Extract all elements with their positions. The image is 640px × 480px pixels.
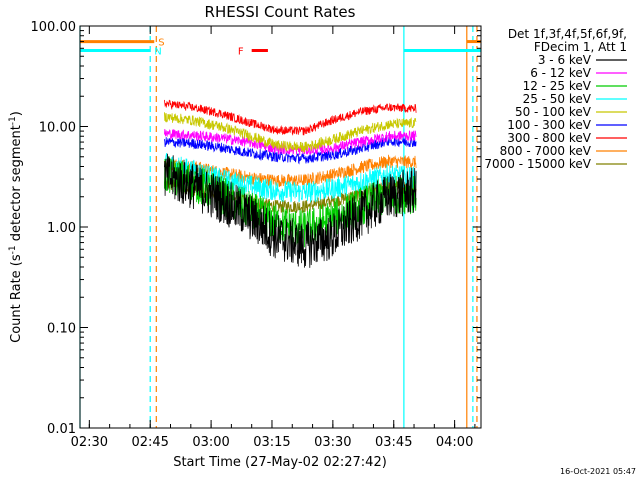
legend-header-line-1: Det 1f,3f,4f,5f,6f,9f, [508,27,627,41]
y-axis-label-exponent-2: -1 [8,116,18,125]
x-axis: 02:30 02:45 03:00 03:15 03:30 03:45 04:00 [71,26,476,450]
x-tick-label-4: 03:30 [314,435,351,450]
series-line-6 [164,99,417,136]
legend-label-2: 12 - 25 keV [523,79,592,93]
legend-label-6: 300 - 800 keV [507,131,591,145]
y-tick-label-1: 0.10 [47,322,76,337]
flag-label-S: S [158,38,164,49]
series-line-0 [164,153,417,268]
flag-bar-layer: SN F [80,38,481,58]
legend-label-0: 3 - 6 keV [538,53,592,67]
y-tick-label-0: 0.01 [47,422,76,437]
y-tick-label-3: 10.00 [39,121,76,136]
x-tick-label-3: 03:15 [253,435,290,450]
y-axis-label: Count Rate (s-1 detector segment-1) [8,111,24,343]
flag-label-N: N [154,47,161,58]
y-tick-label-2: 1.00 [47,221,76,236]
x-tick-label-1: 02:45 [131,435,168,450]
chart-title: RHESSI Count Rates [205,3,356,21]
x-tick-label-5: 03:45 [375,435,412,450]
legend: Det 1f,3f,4f,5f,6f,9f, FDecim 1, Att 1 3… [484,27,627,171]
y-tick-label-4: 100.00 [31,20,77,35]
y-axis-label-exponent: -1 [8,245,18,254]
y-axis-label-text: Count Rate (s [9,254,24,343]
series-line-4 [164,112,417,154]
legend-label-5: 100 - 300 keV [507,118,591,132]
series-line-7 [164,154,417,188]
legend-label-8: 7000 - 15000 keV [484,157,591,171]
flag-label-F: F [238,47,244,58]
x-tick-label-2: 03:00 [192,435,229,450]
y-axis: 0.01 0.10 1.00 10.00 100.00 [31,20,481,437]
legend-label-4: 50 - 100 keV [515,105,592,119]
x-tick-label-6: 04:00 [436,435,473,450]
legend-label-7: 800 - 7000 keV [500,144,592,158]
series-layer [164,99,417,268]
x-axis-label: Start Time (27-May-02 02:27:42) [173,455,387,470]
series-line-5 [164,135,417,165]
x-tick-label-0: 02:30 [71,435,108,450]
series-line-2 [164,156,417,248]
legend-header-line-2: FDecim 1, Att 1 [534,40,627,54]
y-axis-label-close: ) [9,111,24,116]
footer-timestamp: 16-Oct-2021 05:47 [560,467,636,476]
legend-label-1: 6 - 12 keV [530,66,592,80]
legend-label-3: 25 - 50 keV [523,92,592,106]
y-axis-label-middle: detector segment [9,125,24,245]
